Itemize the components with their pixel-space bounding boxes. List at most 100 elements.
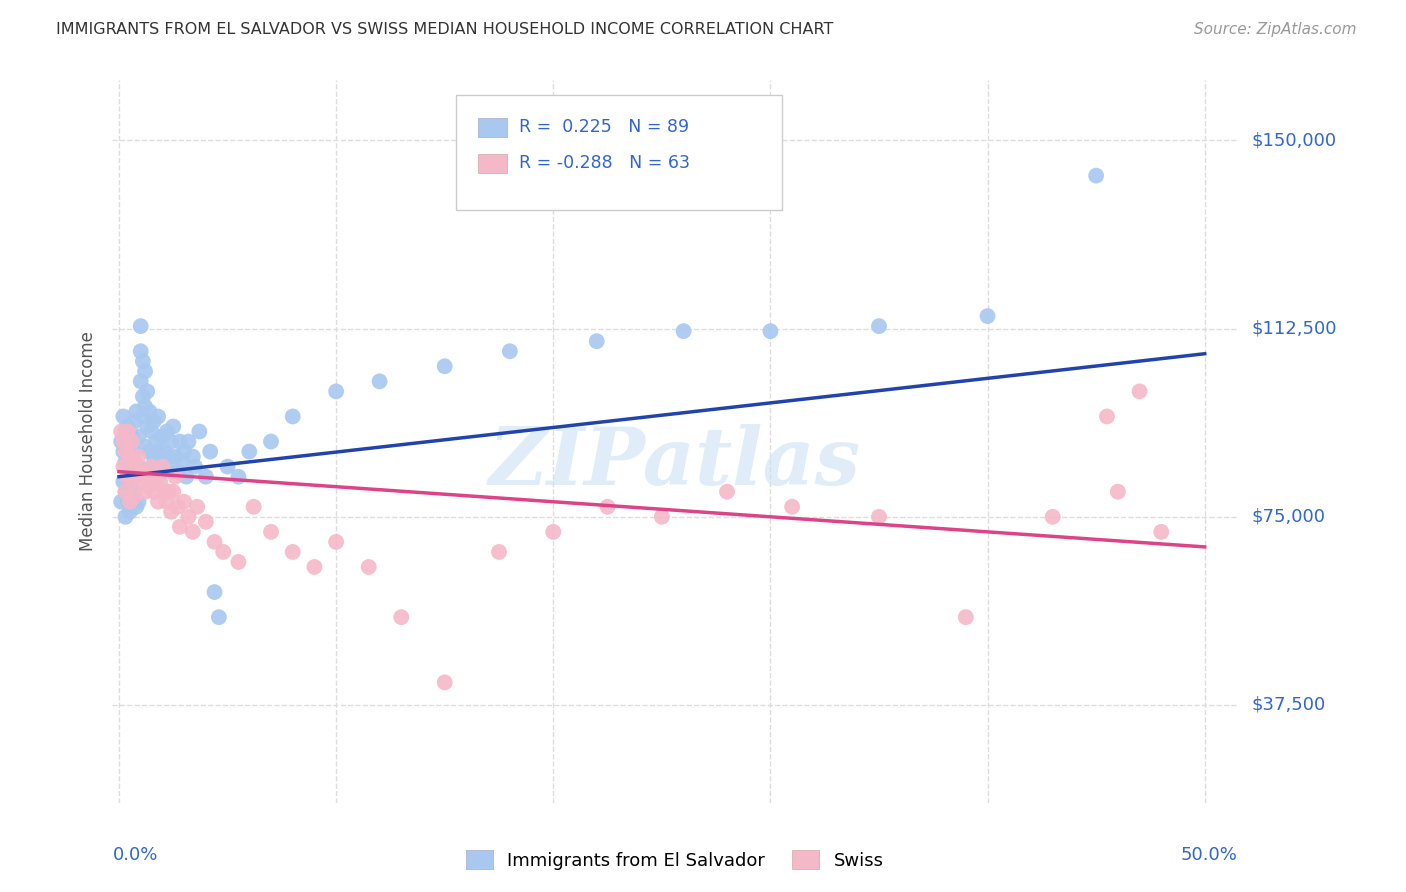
Point <box>596 500 619 514</box>
Point <box>433 675 456 690</box>
Point <box>156 494 179 508</box>
Point <box>146 409 169 424</box>
Point <box>1042 509 1064 524</box>
Point <box>499 344 522 359</box>
Point <box>260 434 283 449</box>
Point <box>112 475 135 489</box>
Point <box>198 444 221 458</box>
Point <box>110 434 132 449</box>
Point <box>1085 169 1108 183</box>
Point <box>165 469 187 483</box>
Point <box>129 319 152 334</box>
Point <box>142 484 165 499</box>
Point <box>110 494 132 508</box>
Text: IMMIGRANTS FROM EL SALVADOR VS SWISS MEDIAN HOUSEHOLD INCOME CORRELATION CHART: IMMIGRANTS FROM EL SALVADOR VS SWISS MED… <box>56 22 834 37</box>
Point <box>162 419 184 434</box>
Point <box>1107 484 1129 499</box>
Point <box>118 450 141 464</box>
Text: R = -0.288   N = 63: R = -0.288 N = 63 <box>519 154 689 172</box>
Y-axis label: Median Household Income: Median Household Income <box>79 332 97 551</box>
Text: 0.0%: 0.0% <box>112 847 157 864</box>
Point <box>152 465 174 479</box>
Point <box>194 515 217 529</box>
Point <box>585 334 607 348</box>
Point <box>152 459 174 474</box>
Point <box>170 454 193 468</box>
Text: Source: ZipAtlas.com: Source: ZipAtlas.com <box>1194 22 1357 37</box>
Point <box>134 440 156 454</box>
Point <box>868 319 890 334</box>
Point <box>136 384 159 399</box>
Point <box>142 450 165 464</box>
Point <box>153 444 176 458</box>
Point <box>304 560 326 574</box>
Point <box>117 469 139 483</box>
Point <box>169 520 191 534</box>
Point <box>114 484 136 499</box>
Point <box>177 509 200 524</box>
Point <box>181 450 204 464</box>
Point <box>156 425 179 439</box>
Point <box>204 534 226 549</box>
Point <box>117 419 139 434</box>
Point <box>121 434 143 449</box>
Point <box>134 484 156 499</box>
Text: $150,000: $150,000 <box>1251 131 1336 150</box>
Point <box>121 459 143 474</box>
Point <box>114 509 136 524</box>
Point <box>129 374 152 388</box>
FancyBboxPatch shape <box>456 95 782 211</box>
Point <box>112 409 135 424</box>
Point <box>132 354 155 368</box>
Point <box>169 434 191 449</box>
Point <box>132 465 155 479</box>
Point <box>125 465 148 479</box>
Point <box>117 494 139 508</box>
Point <box>142 414 165 428</box>
Point <box>118 434 141 449</box>
Point <box>181 524 204 539</box>
Point <box>129 344 152 359</box>
Point <box>118 450 141 464</box>
Point <box>138 480 160 494</box>
Text: 50.0%: 50.0% <box>1181 847 1237 864</box>
Point <box>145 434 167 449</box>
FancyBboxPatch shape <box>478 118 508 136</box>
Point <box>122 444 145 458</box>
Point <box>110 425 132 439</box>
Point <box>716 484 738 499</box>
Point <box>112 434 135 449</box>
Point <box>129 475 152 489</box>
Point <box>228 469 250 483</box>
Point <box>204 585 226 599</box>
Point <box>118 494 141 508</box>
Point <box>149 475 172 489</box>
Point <box>122 414 145 428</box>
Point <box>138 444 160 458</box>
Point <box>177 434 200 449</box>
Point <box>188 425 211 439</box>
Text: $112,500: $112,500 <box>1251 319 1337 338</box>
Point <box>184 459 207 474</box>
Point <box>488 545 510 559</box>
Point <box>173 494 195 508</box>
Point <box>955 610 977 624</box>
Point <box>114 484 136 499</box>
Point <box>121 454 143 468</box>
Point <box>138 404 160 418</box>
Text: $75,000: $75,000 <box>1251 508 1326 525</box>
Point <box>125 500 148 514</box>
Point <box>212 545 235 559</box>
Point <box>281 545 304 559</box>
Point <box>176 469 198 483</box>
Point <box>156 459 179 474</box>
Point <box>146 494 169 508</box>
Point <box>152 429 174 443</box>
Point <box>118 475 141 489</box>
Point <box>112 459 135 474</box>
Point <box>122 484 145 499</box>
Point <box>162 484 184 499</box>
Point <box>132 389 155 403</box>
Point <box>117 425 139 439</box>
Text: $37,500: $37,500 <box>1251 696 1326 714</box>
